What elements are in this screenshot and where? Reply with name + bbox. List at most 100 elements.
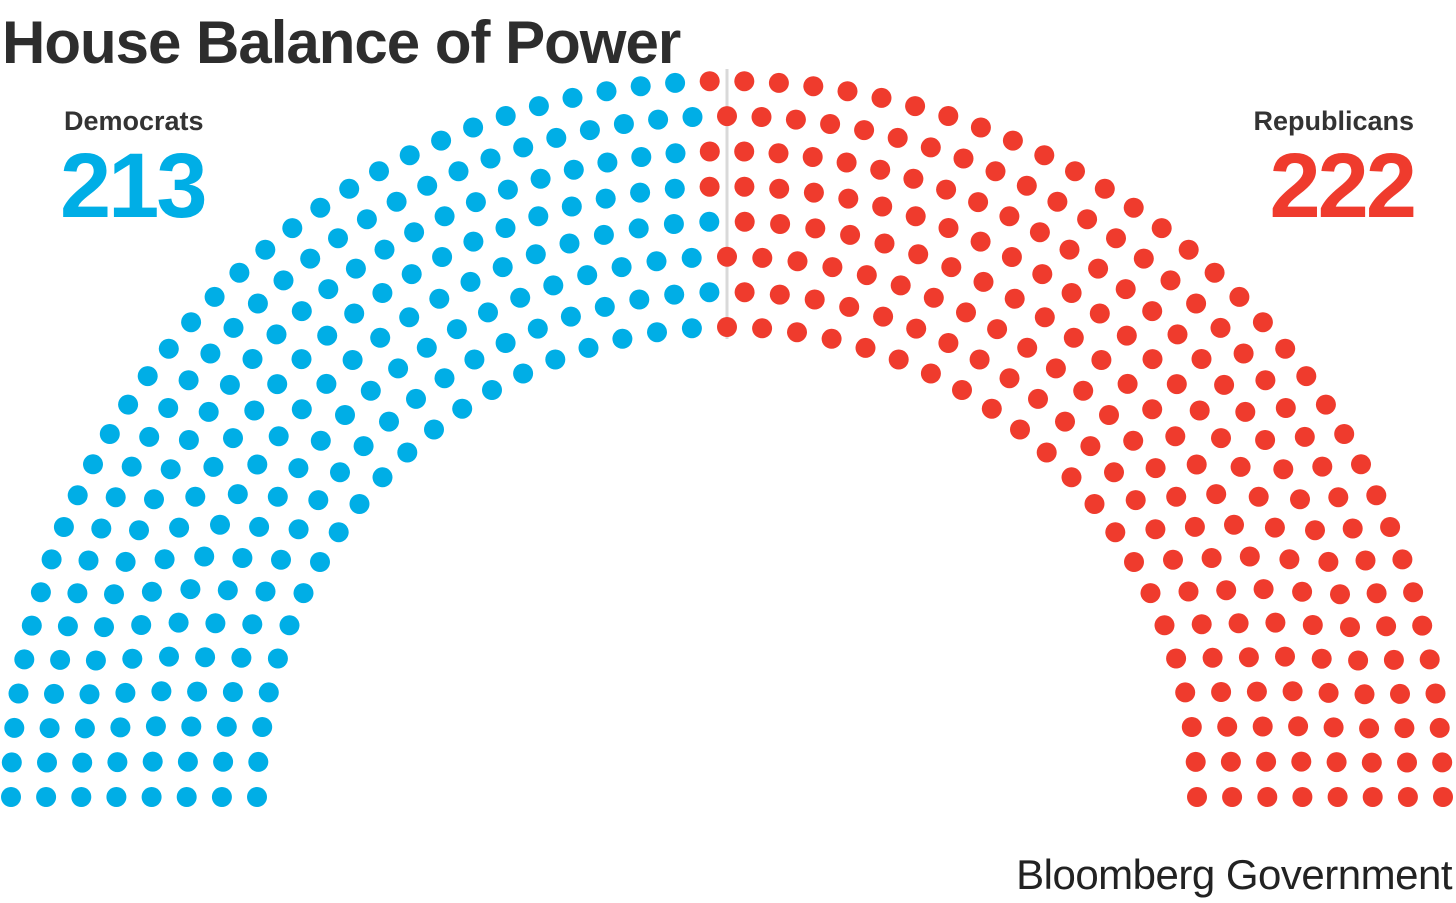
republicans-seat: [1228, 613, 1249, 634]
democrats-seat: [194, 546, 215, 567]
democrats-seat: [255, 239, 276, 260]
democrats-seat: [464, 349, 485, 370]
republicans-seat: [1080, 436, 1101, 457]
democrats-seat: [216, 716, 237, 737]
democrats-seat: [78, 550, 99, 571]
republicans-seat: [1340, 617, 1360, 638]
republicans-seat: [1061, 283, 1082, 303]
republicans-seat: [839, 296, 860, 317]
republicans-seat: [1292, 581, 1313, 602]
democrats-seat: [562, 87, 583, 108]
republicans-seat: [768, 72, 789, 93]
republicans-seat: [1125, 490, 1146, 511]
republicans-seat: [1305, 520, 1325, 541]
republicans-seat: [1412, 615, 1433, 636]
democrats-seat: [203, 456, 224, 477]
republicans-seat: [734, 141, 755, 162]
democrats-seat: [339, 178, 360, 199]
republicans-seat: [803, 76, 824, 97]
democrats-seat: [497, 179, 518, 200]
democrats-seat: [492, 257, 513, 278]
republicans-seat: [1257, 787, 1278, 807]
democrats-seat: [267, 374, 288, 395]
democrats-seat: [372, 467, 393, 488]
republicans-seat: [1342, 518, 1363, 539]
republicans-seat: [1063, 327, 1084, 348]
democrats-seat: [252, 717, 273, 737]
republicans-seat: [1184, 516, 1205, 537]
democrats-seat: [4, 717, 25, 738]
democrats-seat: [374, 239, 395, 260]
republicans-seat: [1390, 683, 1410, 704]
democrats-seat: [110, 717, 131, 738]
republicans-seat: [906, 318, 927, 339]
democrats-seat: [205, 613, 226, 634]
democrats-seat: [318, 279, 339, 300]
democrats-seat: [546, 127, 567, 148]
democrats-seat: [629, 289, 650, 310]
democrats-seat: [665, 143, 686, 164]
republicans-seat: [1376, 616, 1397, 637]
democrats-seat: [563, 159, 584, 180]
democrats-seat: [404, 222, 425, 243]
republicans-seat: [888, 349, 909, 370]
republicans-seat: [1429, 717, 1450, 738]
republicans-seat: [1004, 288, 1025, 309]
democrats-seat: [74, 718, 95, 739]
republicans-seat: [787, 322, 807, 343]
democrats-seat: [594, 296, 615, 317]
democrats-seat: [21, 615, 42, 636]
democrats-seat: [1, 752, 22, 773]
democrats-seat: [448, 161, 469, 182]
republicans-seat: [838, 188, 859, 209]
democrats-seat: [57, 616, 78, 637]
democrats-seat: [463, 231, 484, 252]
republicans-seat-count: 222: [1269, 135, 1417, 237]
republicans-seat: [1117, 373, 1138, 394]
democrats-seat: [168, 612, 189, 633]
republicans-seat: [1318, 551, 1339, 572]
democrats-seat: [646, 251, 667, 272]
republicans-seat: [1145, 519, 1166, 540]
republicans-seat: [1230, 456, 1251, 477]
democrats-seat: [268, 426, 289, 447]
republicans-seat: [1166, 648, 1187, 669]
republicans-seat: [905, 96, 926, 117]
democrats-seat: [429, 288, 450, 309]
chart-title: House Balance of Power: [2, 9, 681, 76]
democrats-seat: [417, 175, 438, 196]
democrats-seat: [665, 72, 686, 93]
democrats-seat: [406, 388, 426, 409]
republicans-seat: [855, 337, 876, 358]
republicans-seat: [1142, 301, 1163, 322]
republicans-seat: [1142, 349, 1163, 370]
republicans-seat: [1167, 324, 1188, 345]
republicans-seat: [805, 218, 826, 239]
republicans-seat: [905, 206, 926, 227]
republicans-seat: [1029, 222, 1050, 243]
democrats-seat: [39, 718, 60, 739]
democrats-seat: [559, 233, 580, 254]
democrats-seat: [67, 485, 88, 506]
democrats-seat: [67, 583, 88, 604]
democrats-seat: [44, 683, 64, 704]
republicans-seat: [1036, 442, 1057, 463]
republicans-seat: [1252, 312, 1273, 333]
democrats-seat: [288, 458, 309, 479]
republicans-seat: [1279, 549, 1300, 570]
republicans-seat: [890, 275, 911, 296]
republicans-seat: [1145, 458, 1166, 479]
democrats-seat: [528, 206, 549, 227]
democrats-seat: [210, 514, 230, 535]
democrats-seat: [255, 581, 276, 602]
republicans-seat: [1255, 370, 1276, 391]
republicans-seat: [1001, 247, 1022, 267]
republicans-seat: [970, 231, 991, 252]
democrats-seat: [460, 271, 481, 292]
republicans-label: Republicans: [1253, 106, 1414, 136]
democrats-seat: [530, 168, 551, 189]
democrats-seat: [223, 428, 243, 449]
democrats-seat: [370, 327, 391, 348]
republicans-seat: [1222, 787, 1243, 807]
democrats-seat: [141, 581, 162, 602]
